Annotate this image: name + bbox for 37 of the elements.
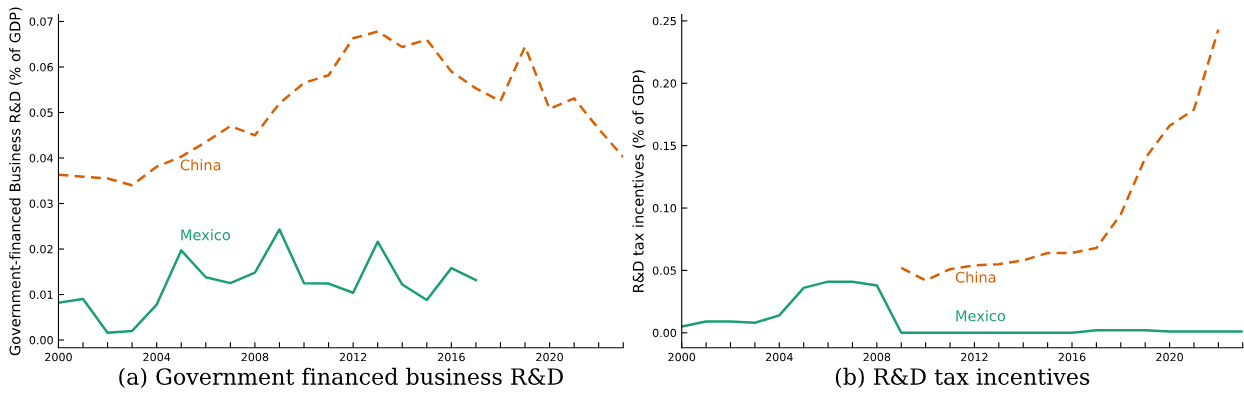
y-tick-label: 0.05 [652, 266, 676, 275]
text: (a) Government financed business R&D [119, 367, 563, 389]
y-tick-label: 0.04 [29, 153, 53, 163]
y-tick-label: 0.05 [29, 108, 53, 117]
y-tick-label: 0.02 [29, 245, 53, 254]
x-tick-label: 2000 [45, 352, 72, 362]
series-label: China [955, 271, 996, 283]
x-tick-label: 2012 [339, 352, 367, 362]
y-tick-label: 0.01 [29, 290, 53, 299]
y-tick-label: 0.25 [652, 16, 676, 26]
x-tick-label: 2020 [536, 352, 563, 362]
series-label: China [180, 159, 221, 171]
x-tick-label: 2016 [438, 352, 465, 362]
text: (b) R&D tax incentives [835, 367, 1090, 389]
line-series [900, 28, 1220, 282]
series-label: Mexico [956, 310, 1006, 322]
x-tick-label: 2020 [1156, 352, 1183, 362]
y-tick-label: 0.07 [29, 17, 53, 26]
y-tick-label: 0.10 [652, 204, 677, 213]
x-tick-label: 2016 [1058, 352, 1086, 362]
y-axis-title: R&D tax incentives (% of GDP) [632, 70, 646, 292]
series-label: Mexico [181, 229, 231, 241]
line-series [58, 30, 624, 187]
x-tick-label: 2000 [668, 352, 696, 362]
x-tick-label: 2012 [961, 352, 988, 362]
y-tick-label: 0.06 [29, 62, 53, 72]
y-tick-label: 0.20 [652, 79, 677, 88]
y-tick-label: 0.03 [29, 199, 53, 208]
y-tick-label: 0.00 [29, 336, 53, 345]
line-series [58, 228, 478, 334]
x-tick-label: 2004 [765, 352, 793, 362]
y-axis-title: Government-financed Business R&D (% of GDP) [9, 7, 23, 356]
x-tick-label: 2008 [241, 352, 269, 362]
x-tick-label: 2004 [143, 352, 171, 362]
y-tick-label: 0.00 [652, 328, 677, 338]
y-tick-label: 0.15 [652, 141, 676, 151]
x-tick-label: 2008 [863, 352, 891, 362]
